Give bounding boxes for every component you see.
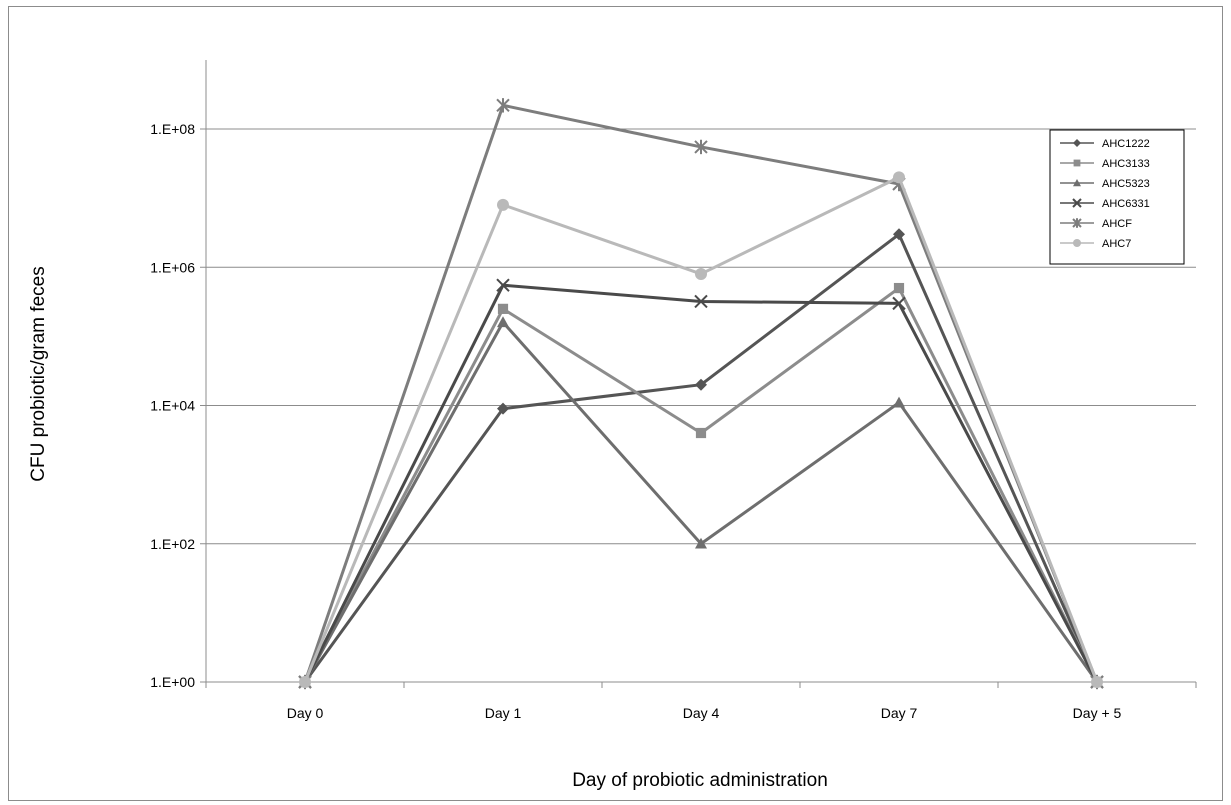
marker-stroke bbox=[1072, 198, 1082, 208]
x-tick-label: Day 4 bbox=[683, 705, 720, 721]
data-point bbox=[497, 402, 509, 415]
marker-stroke bbox=[892, 296, 906, 311]
x-tick-label: Day 1 bbox=[485, 705, 522, 721]
data-point bbox=[893, 282, 905, 294]
data-point bbox=[892, 296, 906, 311]
marker-stroke bbox=[694, 294, 708, 309]
legend-item: AHC3133 bbox=[1060, 158, 1150, 170]
legend-marker bbox=[1072, 198, 1082, 208]
legend-marker bbox=[1073, 139, 1081, 147]
data-point bbox=[496, 98, 510, 113]
x-tick-label: Day + 5 bbox=[1073, 705, 1122, 721]
legend-label: AHC1222 bbox=[1102, 138, 1150, 150]
series-ahc7 bbox=[299, 171, 1103, 688]
legend-marker bbox=[1073, 179, 1081, 187]
legend-box bbox=[1049, 129, 1185, 265]
axes: 1.E+00 1.E+02 1.E+04 1.E+06 1.E+08 Day 0 Day 1… bbox=[150, 60, 1197, 721]
y-axis-title: CFU probiotic/gram feces bbox=[28, 266, 49, 481]
data-point bbox=[695, 378, 707, 391]
gridlines bbox=[206, 128, 1196, 545]
x-axis-title: Day of probiotic administration bbox=[572, 770, 828, 791]
data-point bbox=[695, 537, 707, 549]
data-point bbox=[893, 171, 905, 184]
data-point bbox=[893, 228, 905, 241]
data-point bbox=[694, 139, 708, 155]
series-line bbox=[303, 286, 1099, 683]
chart-frame bbox=[8, 6, 1223, 801]
legend-marker bbox=[1072, 218, 1082, 228]
series-ahc1222 bbox=[299, 228, 1103, 688]
data-point bbox=[496, 278, 510, 292]
y-tick-label: 1.E+08 bbox=[150, 121, 195, 137]
legend-label: AHC7 bbox=[1102, 238, 1131, 250]
data-point bbox=[893, 396, 905, 408]
series-line bbox=[303, 283, 1099, 683]
legend-label: AHC6331 bbox=[1102, 198, 1150, 210]
data-point bbox=[694, 294, 708, 309]
legend-marker bbox=[1073, 159, 1081, 167]
legend-marker bbox=[1073, 239, 1081, 247]
legend: AHC1222 AHC3133 AHC5323 AHC6331 AHCF AHC7 bbox=[1049, 129, 1185, 265]
legend-label: AHC5323 bbox=[1102, 178, 1150, 190]
data-point bbox=[695, 267, 707, 280]
x-tick-label: Day 7 bbox=[881, 705, 918, 721]
data-point bbox=[497, 303, 509, 314]
legend-item: AHC1222 bbox=[1060, 138, 1150, 150]
data-point bbox=[497, 198, 509, 211]
y-tick-label: 1.E+04 bbox=[150, 398, 195, 414]
series-ahc6331 bbox=[298, 278, 1104, 689]
legend-item: AHCF bbox=[1060, 218, 1132, 230]
x-tick-label: Day 0 bbox=[287, 705, 324, 721]
data-point bbox=[299, 676, 311, 688]
legend-item: AHC7 bbox=[1060, 238, 1131, 250]
series-layer bbox=[298, 98, 1104, 690]
data-point bbox=[1091, 676, 1103, 688]
y-tick-label: 1.E+06 bbox=[150, 259, 195, 275]
legend-item: AHC5323 bbox=[1060, 178, 1150, 190]
y-tick-label: 1.E+00 bbox=[150, 674, 195, 690]
legend-label: AHC3133 bbox=[1102, 158, 1150, 170]
data-point bbox=[497, 316, 509, 328]
legend-item: AHC6331 bbox=[1060, 198, 1150, 210]
legend-label: AHCF bbox=[1102, 218, 1132, 230]
marker-stroke bbox=[496, 278, 510, 292]
data-point bbox=[695, 427, 707, 439]
series-ahc5323 bbox=[299, 316, 1103, 687]
y-tick-label: 1.E+02 bbox=[150, 536, 195, 552]
